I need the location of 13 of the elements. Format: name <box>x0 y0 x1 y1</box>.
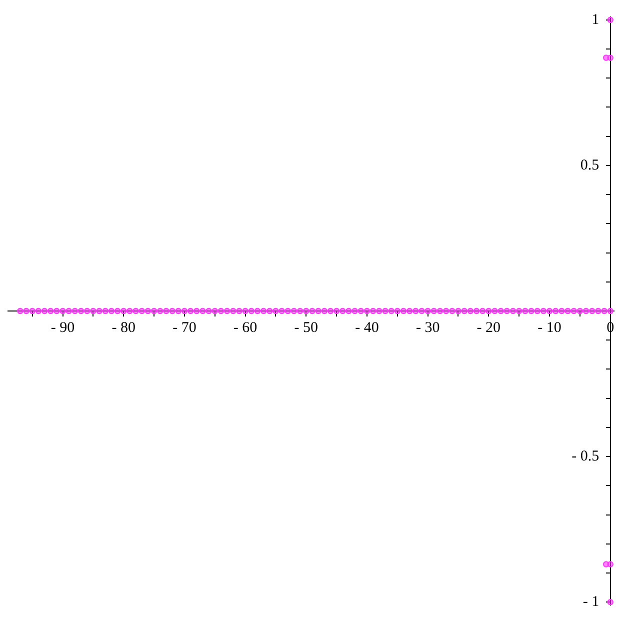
x-tick-label: - 30 <box>416 320 440 336</box>
x-tick-label: - 90 <box>50 320 75 336</box>
x-tick-label: - 20 <box>476 320 501 336</box>
y-tick-label: 0.5 <box>580 157 610 174</box>
x-tick-label: - 50 <box>294 320 318 336</box>
y-tick-label: - 0.5 <box>572 448 610 464</box>
y-tick-label: - 1 <box>582 594 610 610</box>
x-tick-label: - 10 <box>538 320 562 336</box>
x-tick-label: - 70 <box>172 320 196 336</box>
y-tick-label: 1 <box>592 12 610 28</box>
x-tick-label: - 60 <box>233 320 258 336</box>
x-tick-label: - 80 <box>112 320 136 336</box>
x-tick-label: - 40 <box>355 320 379 336</box>
